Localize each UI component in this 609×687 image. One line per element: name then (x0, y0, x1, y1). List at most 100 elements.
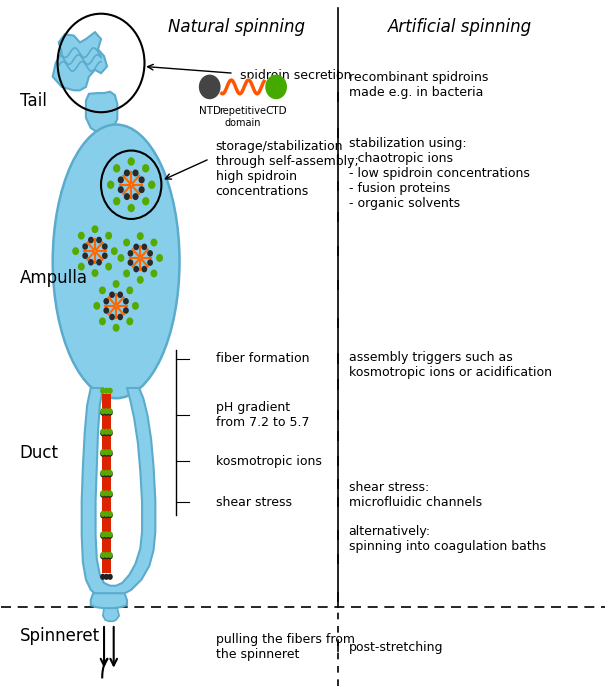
Circle shape (127, 157, 135, 166)
Circle shape (123, 307, 129, 314)
Polygon shape (91, 594, 127, 608)
Circle shape (107, 553, 113, 559)
Circle shape (104, 449, 109, 455)
Circle shape (102, 243, 108, 250)
Circle shape (104, 470, 109, 476)
Text: Ampulla: Ampulla (19, 269, 88, 287)
Circle shape (99, 317, 106, 325)
Circle shape (100, 492, 105, 498)
Text: Tail: Tail (19, 91, 46, 110)
Circle shape (107, 408, 113, 414)
Circle shape (148, 181, 155, 189)
Circle shape (141, 244, 147, 250)
Circle shape (107, 429, 113, 435)
Circle shape (150, 269, 157, 278)
Text: pH gradient
from 7.2 to 5.7: pH gradient from 7.2 to 5.7 (216, 401, 309, 429)
Text: CTD: CTD (266, 106, 287, 116)
Circle shape (104, 491, 109, 497)
Circle shape (104, 531, 109, 537)
Circle shape (107, 409, 113, 416)
Circle shape (107, 492, 113, 498)
Text: NTD: NTD (199, 106, 220, 116)
Polygon shape (86, 91, 118, 133)
Circle shape (88, 259, 94, 266)
Text: shear stress: shear stress (216, 496, 292, 509)
Circle shape (105, 232, 112, 240)
Text: spidroin secretion: spidroin secretion (240, 69, 351, 82)
Text: repetitive
domain: repetitive domain (219, 106, 266, 128)
Circle shape (109, 314, 115, 320)
Text: post-stretching: post-stretching (348, 641, 443, 654)
Circle shape (104, 429, 109, 435)
Circle shape (111, 247, 118, 255)
Circle shape (123, 238, 130, 247)
Circle shape (107, 430, 113, 436)
Circle shape (107, 574, 113, 580)
Bar (102, 476, 111, 491)
Circle shape (104, 511, 109, 517)
Circle shape (124, 193, 130, 200)
Circle shape (118, 177, 124, 183)
Bar (102, 394, 111, 409)
Circle shape (100, 471, 105, 477)
Circle shape (104, 430, 109, 436)
Circle shape (107, 471, 113, 477)
Circle shape (100, 513, 105, 518)
Text: pulling the fibers from
the spinneret: pulling the fibers from the spinneret (216, 633, 354, 662)
Circle shape (104, 387, 109, 394)
Circle shape (100, 430, 105, 436)
Circle shape (139, 186, 145, 193)
Circle shape (100, 552, 105, 558)
Circle shape (91, 225, 99, 233)
Circle shape (104, 408, 109, 414)
Circle shape (107, 513, 113, 518)
Text: Duct: Duct (19, 444, 58, 462)
Circle shape (118, 291, 123, 298)
Circle shape (104, 574, 109, 580)
Text: Spinneret: Spinneret (19, 627, 100, 645)
Circle shape (118, 254, 124, 262)
Bar (102, 538, 111, 553)
Circle shape (107, 449, 113, 455)
Circle shape (132, 170, 139, 177)
Circle shape (104, 451, 109, 457)
Circle shape (123, 298, 129, 304)
Circle shape (113, 164, 121, 172)
Circle shape (104, 298, 109, 304)
Circle shape (100, 429, 105, 435)
Circle shape (107, 491, 113, 497)
Circle shape (100, 532, 105, 539)
Circle shape (127, 259, 133, 266)
Polygon shape (103, 608, 119, 621)
Circle shape (127, 204, 135, 212)
Circle shape (137, 276, 144, 284)
Circle shape (132, 302, 139, 310)
Circle shape (104, 492, 109, 498)
Circle shape (126, 317, 133, 325)
Text: Artificial spinning: Artificial spinning (388, 19, 532, 36)
Circle shape (139, 177, 145, 183)
Circle shape (100, 553, 105, 559)
Circle shape (82, 252, 88, 259)
Circle shape (123, 269, 130, 278)
Circle shape (104, 307, 109, 314)
Circle shape (100, 511, 105, 517)
Circle shape (91, 269, 99, 277)
Circle shape (107, 531, 113, 537)
Circle shape (100, 531, 105, 537)
Circle shape (124, 170, 130, 177)
Bar (102, 455, 111, 471)
Circle shape (113, 197, 121, 205)
Circle shape (88, 237, 94, 243)
Circle shape (100, 451, 105, 457)
Circle shape (141, 266, 147, 272)
Circle shape (104, 552, 109, 558)
Text: shear stress:
microfluidic channels: shear stress: microfluidic channels (348, 482, 482, 509)
Circle shape (109, 291, 115, 298)
Circle shape (118, 186, 124, 193)
Text: stabilization using:
- chaotropic ions
- low spidroin concentrations
- fusion pr: stabilization using: - chaotropic ions -… (348, 137, 529, 210)
Circle shape (137, 232, 144, 240)
Polygon shape (53, 32, 107, 90)
Circle shape (107, 511, 113, 517)
Circle shape (96, 237, 102, 243)
